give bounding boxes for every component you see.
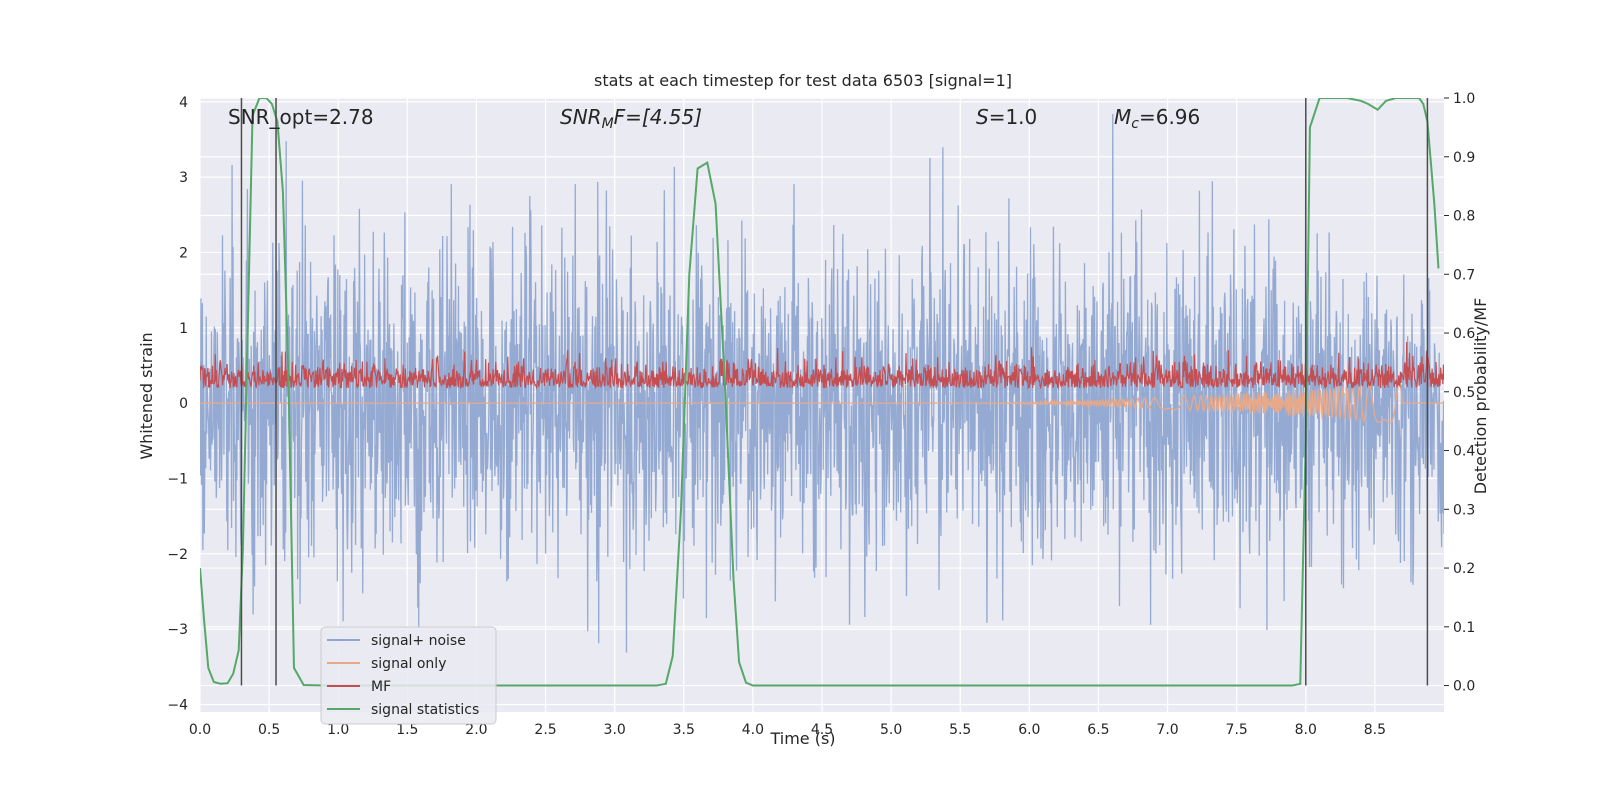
annotation-snr-mf-value: F=[4.55] — [614, 105, 702, 129]
y-tick-label: −4 — [167, 697, 188, 713]
x-tick-label: 8.0 — [1295, 722, 1317, 738]
y-tick-label: 2 — [179, 245, 188, 261]
y2-axis-label: Detection probability/MF — [1471, 298, 1490, 495]
annotation-mc-symbol: M — [1114, 105, 1131, 129]
annotation-snr-mf-symbol: SNR — [560, 105, 602, 129]
y2-tick-label: 0.4 — [1453, 444, 1475, 460]
legend-entry-label: signal only — [371, 656, 446, 672]
x-tick-label: 4.0 — [742, 722, 764, 738]
legend-entry-label: MF — [371, 679, 391, 695]
annotation-snr-mf: SNRMF=[4.55] — [560, 105, 702, 132]
x-tick-label: 6.0 — [1018, 722, 1040, 738]
annotation-snr-opt: SNR_opt=2.78 — [228, 105, 374, 129]
y2-tick-label: 0.9 — [1453, 150, 1475, 166]
legend-entry-label: signal statistics — [371, 702, 479, 718]
y-tick-label: −2 — [167, 547, 188, 563]
x-tick-label: 5.0 — [880, 722, 902, 738]
x-axis-label: Time (s) — [769, 729, 835, 748]
annotation-s-symbol: S — [976, 105, 989, 129]
y-tick-label: −3 — [167, 622, 188, 638]
x-tick-label: 0.0 — [189, 722, 211, 738]
y-tick-label: 1 — [179, 321, 188, 337]
x-tick-label: 0.5 — [258, 722, 280, 738]
x-tick-label: 2.5 — [534, 722, 556, 738]
legend-entry-label: signal+ noise — [371, 633, 466, 649]
legend: signal+ noise signal only MF signal statist… — [320, 626, 497, 725]
y2-tick-label: 0.2 — [1453, 561, 1475, 577]
annotation-s-value: =1.0 — [989, 105, 1038, 129]
annotation-snr-mf-subscript: M — [602, 116, 614, 132]
vertical-markers — [240, 98, 1429, 686]
series-mf-line — [200, 342, 1444, 390]
y2-tick-label: 0.5 — [1453, 385, 1475, 401]
y-axis-label: Whitened strain — [137, 332, 156, 459]
x-tick-label: 7.5 — [1226, 722, 1248, 738]
y-tick-label: 3 — [179, 170, 188, 186]
x-tick-label: 1.0 — [327, 722, 349, 738]
x-tick-label: 3.0 — [604, 722, 626, 738]
y2-tick-label: 0.0 — [1453, 679, 1475, 695]
y-tick-label: 4 — [179, 95, 188, 111]
x-tick-label: 1.5 — [396, 722, 418, 738]
x-tick-label: 2.0 — [465, 722, 487, 738]
x-tick-label: 5.5 — [949, 722, 971, 738]
annotation-s: S=1.0 — [976, 105, 1037, 129]
x-tick-label: 8.5 — [1364, 722, 1386, 738]
y2-tick-label: 0.3 — [1453, 502, 1475, 518]
annotation-mc-value: =6.96 — [1139, 105, 1200, 129]
x-tick-label: 3.5 — [673, 722, 695, 738]
series-signal-statistics-line — [200, 98, 1440, 687]
x-tick-label: 7.0 — [1156, 722, 1178, 738]
chart-title: stats at each timestep for test data 650… — [594, 71, 1012, 90]
x-tick-label: 4.5 — [811, 722, 833, 738]
y2-tick-label: 0.1 — [1453, 620, 1475, 636]
y2-tick-label: 1.0 — [1453, 91, 1475, 107]
legend-box — [320, 626, 497, 725]
y-tick-label: −1 — [167, 471, 188, 487]
y2-tick-label: 0.6 — [1453, 326, 1475, 342]
y2-tick-label: 0.8 — [1453, 209, 1475, 225]
annotation-mc-subscript: c — [1131, 116, 1139, 132]
series-signal-only-line — [200, 381, 1444, 424]
y-tick-label: 0 — [179, 396, 188, 412]
series-layer — [200, 98, 1444, 687]
tick-labels: 0.0 0.5 1.0 1.5 2.0 2.5 3.0 3.5 4.0 4.5 5.0 5.5 6.0 6… — [167, 91, 1475, 738]
y2-tick-label: 0.7 — [1453, 267, 1475, 283]
x-tick-label: 6.5 — [1087, 722, 1109, 738]
annotation-mc: Mc=6.96 — [1114, 105, 1200, 132]
